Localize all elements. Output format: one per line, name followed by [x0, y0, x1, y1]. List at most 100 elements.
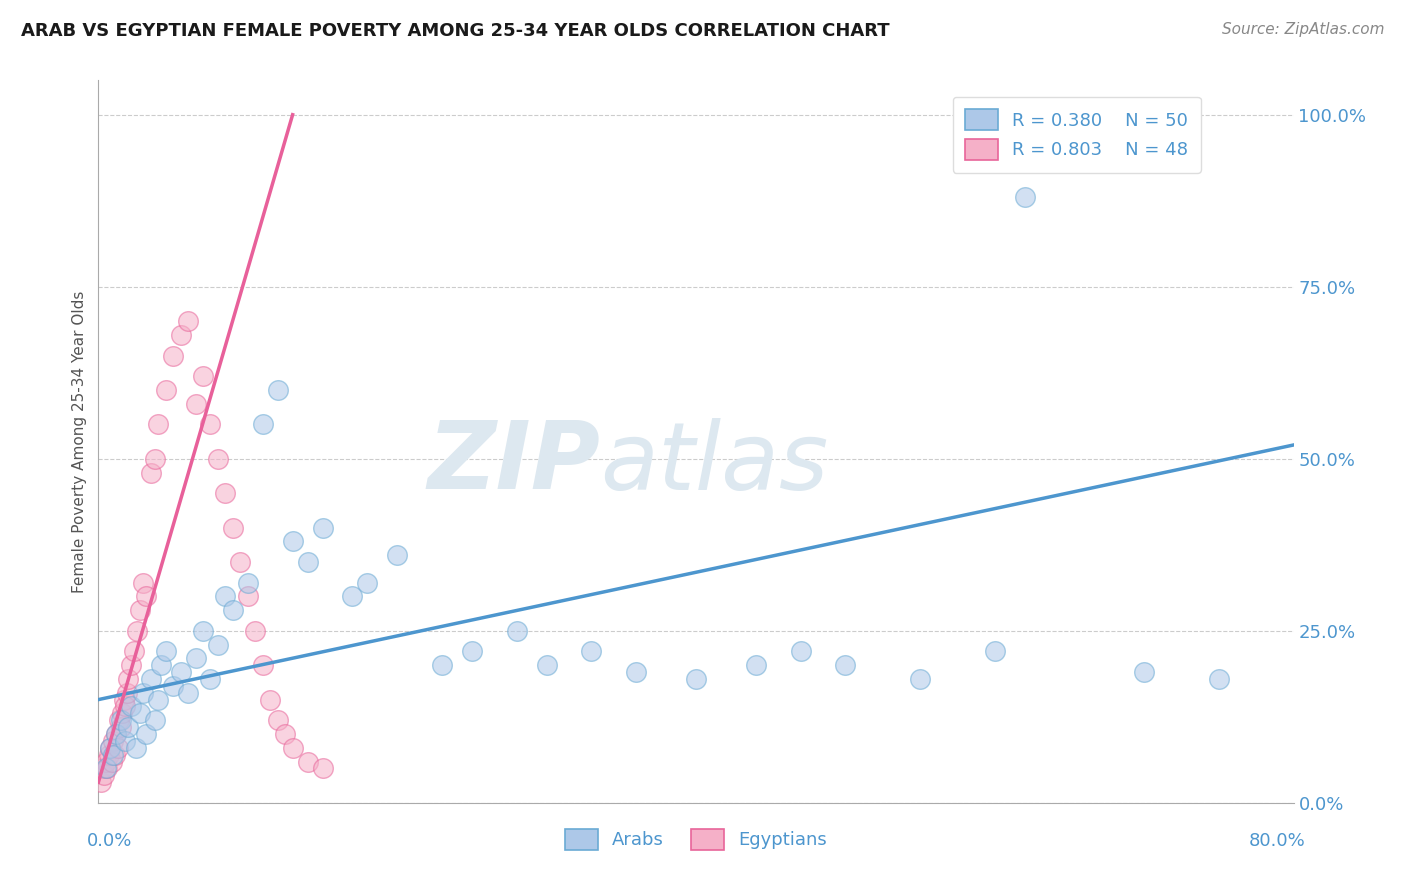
- Point: [129, 603, 152, 617]
- Point: [385, 548, 409, 562]
- Point: [114, 699, 136, 714]
- Point: [139, 466, 162, 480]
- Point: [281, 534, 304, 549]
- Point: [461, 644, 484, 658]
- Point: [107, 740, 129, 755]
- Point: [155, 644, 177, 658]
- Point: [1208, 672, 1230, 686]
- Point: [169, 665, 191, 679]
- Point: [236, 590, 259, 604]
- Text: atlas: atlas: [600, 417, 828, 508]
- Point: [281, 740, 304, 755]
- Point: [162, 679, 184, 693]
- Point: [127, 624, 149, 638]
- Point: [214, 486, 236, 500]
- Point: [117, 720, 139, 734]
- Point: [506, 624, 529, 638]
- Point: [104, 747, 127, 762]
- Point: [297, 755, 319, 769]
- Point: [103, 747, 125, 762]
- Point: [94, 761, 117, 775]
- Point: [117, 672, 139, 686]
- Point: [908, 672, 931, 686]
- Point: [207, 638, 229, 652]
- Text: 0.0%: 0.0%: [87, 831, 132, 850]
- Point: [274, 727, 297, 741]
- Point: [91, 761, 114, 775]
- Point: [297, 555, 319, 569]
- Point: [311, 520, 333, 534]
- Point: [745, 658, 768, 673]
- Point: [124, 644, 146, 658]
- Point: [105, 727, 128, 741]
- Point: [148, 417, 170, 432]
- Point: [207, 451, 229, 466]
- Point: [184, 651, 207, 665]
- Point: [155, 383, 177, 397]
- Point: [112, 692, 135, 706]
- Point: [200, 417, 222, 432]
- Point: [110, 713, 132, 727]
- Point: [98, 740, 122, 755]
- Y-axis label: Female Poverty Among 25-34 Year Olds: Female Poverty Among 25-34 Year Olds: [72, 291, 87, 592]
- Point: [169, 327, 191, 342]
- Point: [98, 740, 122, 755]
- Point: [103, 734, 125, 748]
- Point: [236, 575, 259, 590]
- Point: [129, 706, 152, 721]
- Point: [267, 713, 290, 727]
- Point: [430, 658, 453, 673]
- Point: [536, 658, 558, 673]
- Point: [97, 747, 120, 762]
- Point: [93, 768, 115, 782]
- Point: [162, 349, 184, 363]
- Point: [135, 727, 157, 741]
- Point: [94, 755, 117, 769]
- Text: ZIP: ZIP: [427, 417, 600, 509]
- Point: [111, 706, 134, 721]
- Point: [132, 686, 155, 700]
- Point: [214, 590, 236, 604]
- Point: [143, 451, 166, 466]
- Point: [135, 590, 157, 604]
- Point: [685, 672, 707, 686]
- Text: 80.0%: 80.0%: [1249, 831, 1306, 850]
- Point: [252, 658, 274, 673]
- Point: [148, 692, 170, 706]
- Point: [120, 658, 142, 673]
- Point: [101, 755, 124, 769]
- Point: [245, 624, 267, 638]
- Point: [342, 590, 364, 604]
- Point: [150, 658, 173, 673]
- Point: [789, 644, 811, 658]
- Point: [120, 699, 142, 714]
- Legend: Arabs, Egyptians: Arabs, Egyptians: [557, 820, 835, 859]
- Point: [229, 555, 252, 569]
- Point: [311, 761, 333, 775]
- Point: [139, 672, 162, 686]
- Point: [581, 644, 603, 658]
- Point: [1133, 665, 1156, 679]
- Point: [834, 658, 856, 673]
- Point: [356, 575, 378, 590]
- Point: [267, 383, 290, 397]
- Point: [626, 665, 648, 679]
- Text: Source: ZipAtlas.com: Source: ZipAtlas.com: [1222, 22, 1385, 37]
- Point: [177, 686, 200, 700]
- Point: [110, 720, 132, 734]
- Point: [96, 761, 118, 775]
- Point: [108, 713, 131, 727]
- Point: [115, 686, 138, 700]
- Point: [984, 644, 1007, 658]
- Point: [177, 314, 200, 328]
- Point: [200, 672, 222, 686]
- Point: [105, 727, 128, 741]
- Point: [252, 417, 274, 432]
- Point: [90, 775, 112, 789]
- Point: [222, 520, 245, 534]
- Point: [1014, 190, 1036, 204]
- Point: [132, 575, 155, 590]
- Point: [184, 397, 207, 411]
- Point: [222, 603, 245, 617]
- Point: [125, 740, 148, 755]
